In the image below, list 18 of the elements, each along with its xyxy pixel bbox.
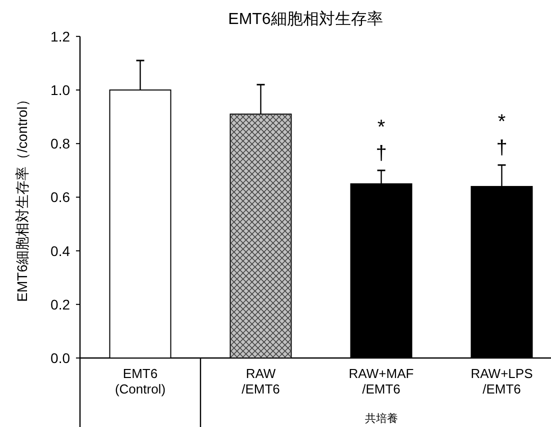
y-tick-label: 0.2 [50,296,70,312]
y-tick-label: 0.8 [50,136,70,152]
chart-title: EMT6細胞相対生存率 [228,10,383,28]
text: 共培養 [364,412,398,425]
x-tick-label: RAW+LPS /EMT6 [470,366,534,397]
x-tick-label: RAW+MAF /EMT6 [348,366,414,397]
y-tick-label: 1.2 [50,28,70,44]
x-tick-label: EMT6 (Control) [114,366,166,397]
y-tick-label: 0.0 [50,350,70,366]
y-tick-label: 0.6 [50,189,70,206]
y-axis-title: EMT6細胞相対生存率（/control） [14,92,30,302]
x-tick-label: RAW /EMT6 [242,366,280,397]
y-tick-label: 1.0 [50,82,70,98]
annotation: † [376,142,387,164]
y-tick-label: 0.4 [50,242,70,259]
annotation: * [377,116,386,138]
annotation: * [498,111,506,134]
annotation: † [496,137,508,160]
